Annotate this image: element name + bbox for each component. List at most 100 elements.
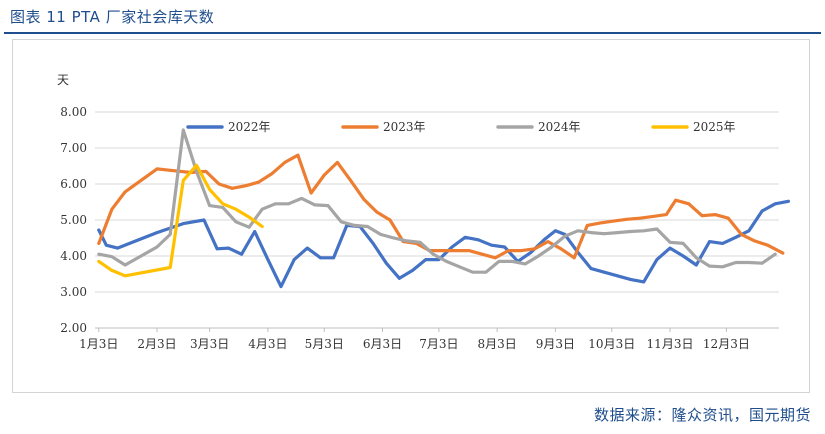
data-point <box>217 182 221 186</box>
data-point <box>510 260 514 263</box>
data-point <box>537 254 540 258</box>
data-point <box>585 224 589 227</box>
data-point <box>781 251 785 255</box>
y-tick-label: 6.00 <box>60 177 87 191</box>
data-point <box>309 191 313 195</box>
legend-item: 2022年 <box>186 120 271 134</box>
data-point <box>638 216 642 220</box>
x-tick-label: 11月3日 <box>647 337 694 351</box>
data-point <box>484 270 488 274</box>
data-point <box>322 173 326 177</box>
data-point <box>616 274 619 278</box>
data-point <box>123 274 127 278</box>
data-point <box>240 252 244 256</box>
data-point <box>405 239 409 243</box>
data-point <box>708 240 711 244</box>
data-point <box>110 255 114 259</box>
data-point <box>305 246 309 250</box>
data-point <box>747 261 751 264</box>
data-point <box>204 170 208 173</box>
data-point <box>336 161 339 164</box>
legend-item: 2024年 <box>496 120 581 134</box>
series-1 <box>97 153 785 260</box>
y-tick-label: 4.00 <box>60 249 87 263</box>
data-point <box>773 202 777 206</box>
y-tick-label: 8.00 <box>60 105 87 119</box>
series-3 <box>97 163 264 278</box>
data-point <box>411 269 414 272</box>
x-tick-label: 10月3日 <box>588 337 635 351</box>
data-point <box>313 203 317 207</box>
data-point <box>279 285 283 288</box>
data-point <box>787 199 790 203</box>
data-point <box>503 245 506 249</box>
data-point <box>155 245 159 249</box>
data-point <box>97 252 101 256</box>
data-point <box>215 247 219 251</box>
data-point <box>292 258 296 261</box>
data-point <box>681 242 685 245</box>
legend-label: 2025年 <box>693 120 736 134</box>
data-point <box>480 252 484 256</box>
data-point <box>431 252 435 256</box>
x-tick-label: 7月3日 <box>419 337 458 351</box>
data-point <box>270 172 273 176</box>
data-point <box>726 216 730 220</box>
data-point <box>721 265 724 269</box>
data-point <box>629 278 632 281</box>
data-point <box>384 261 388 265</box>
series-2 <box>97 128 777 274</box>
data-point <box>181 179 185 182</box>
data-point <box>467 249 471 253</box>
data-point <box>287 202 290 206</box>
x-tick-label: 12月3日 <box>703 337 750 351</box>
data-point <box>533 247 537 251</box>
data-point <box>339 220 343 224</box>
data-point <box>110 207 114 211</box>
data-point <box>471 270 475 274</box>
data-point <box>227 246 230 250</box>
data-point <box>523 262 527 266</box>
page-title: 图表 11 PTA 厂家社会库天数 <box>10 8 215 26</box>
data-point <box>476 238 480 242</box>
data-point <box>123 190 127 194</box>
y-axis-label: 天 <box>57 73 69 87</box>
data-point <box>713 213 717 217</box>
data-point <box>168 168 172 172</box>
data-point <box>349 179 352 182</box>
data-point <box>247 215 251 219</box>
data-point <box>554 229 557 233</box>
data-point <box>362 197 366 201</box>
data-point <box>97 228 101 232</box>
data-point <box>296 153 300 157</box>
data-point <box>760 209 764 213</box>
data-point <box>234 220 238 224</box>
data-point <box>266 258 270 261</box>
data-point <box>221 202 225 206</box>
data-point <box>104 243 108 247</box>
data-point <box>234 207 238 211</box>
data-point <box>497 260 501 263</box>
data-point <box>599 221 602 225</box>
legend-item: 2023年 <box>341 120 426 134</box>
data-point <box>681 254 685 258</box>
series-0 <box>97 199 791 289</box>
data-point <box>559 247 563 251</box>
data-point <box>208 188 212 191</box>
data-point <box>168 233 172 236</box>
data-point <box>208 204 212 208</box>
data-point <box>550 245 553 249</box>
x-tick-label: 5月3日 <box>305 337 344 351</box>
data-point <box>687 202 691 206</box>
data-point <box>257 180 260 184</box>
title-underline <box>4 32 821 34</box>
data-point <box>602 232 606 236</box>
data-point <box>181 222 185 226</box>
data-point <box>274 202 277 206</box>
data-point <box>366 225 369 228</box>
data-point <box>542 238 546 242</box>
data-point <box>379 233 382 236</box>
x-tick-label: 1月3日 <box>79 337 118 351</box>
data-point <box>392 236 396 240</box>
axes: 2.00 3.00 4.00 5.00 6.00 7.00 8.00 1月3日 2月3日 3月3日… <box>60 105 779 351</box>
